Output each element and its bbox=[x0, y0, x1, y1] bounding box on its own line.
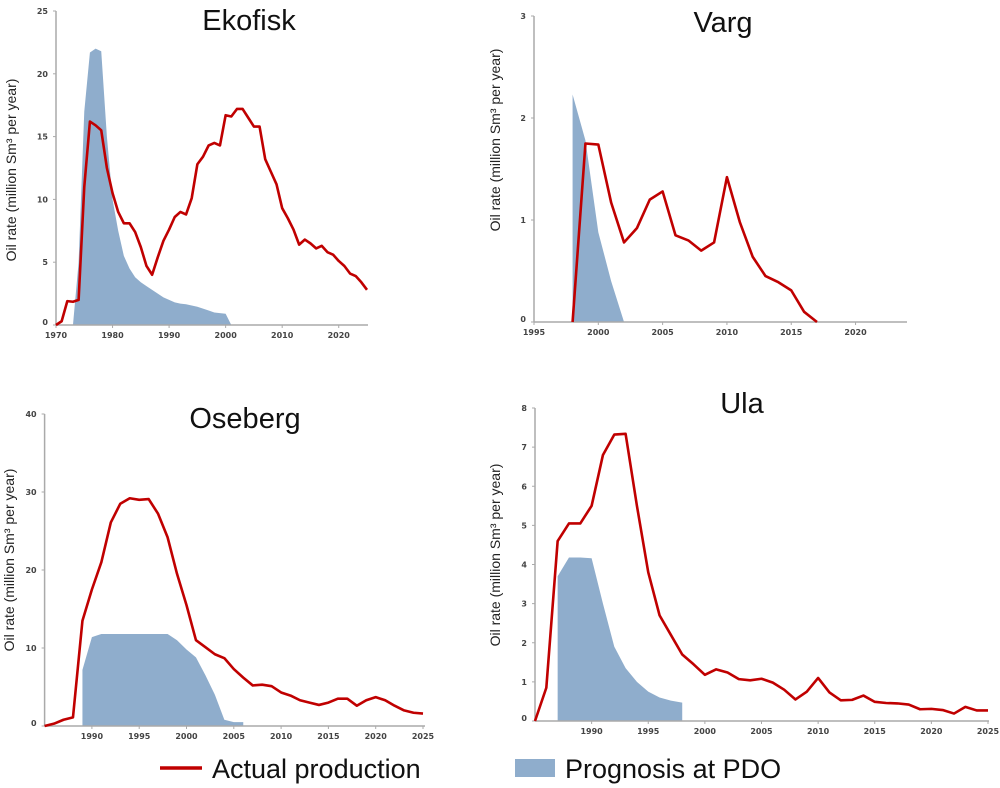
x-tick-label: 2000 bbox=[215, 331, 238, 340]
y-axis-label: Oil rate (million Sm³ per year) bbox=[487, 49, 503, 232]
chart-panel-varg: 0 1 2 3 1995 2000 2005 2010 2015 2020 Varg Oil rate… bbox=[487, 7, 907, 337]
x-tick-label: 2010 bbox=[807, 727, 830, 736]
x-tick-label: 1995 bbox=[523, 328, 546, 337]
y-tick-label: 0 bbox=[42, 318, 48, 327]
y-tick-label: 5 bbox=[521, 521, 527, 530]
x-tick-label: 1990 bbox=[158, 331, 181, 340]
chart-title: Ekofisk bbox=[202, 5, 296, 37]
x-tick-label: 2020 bbox=[920, 727, 943, 736]
y-tick-label: 5 bbox=[42, 258, 48, 267]
prognosis-area bbox=[72, 48, 232, 326]
x-tick-label: 1990 bbox=[81, 732, 104, 741]
x-tick-label: 2005 bbox=[651, 328, 674, 337]
y-tick-label: 20 bbox=[37, 70, 49, 79]
x-tick-label: 1990 bbox=[580, 727, 603, 736]
x-tick-label: 1995 bbox=[637, 727, 660, 736]
x-tick-label: 2025 bbox=[977, 727, 1000, 736]
x-tick-label: 2000 bbox=[175, 732, 198, 741]
y-tick-label: 0 bbox=[520, 315, 526, 324]
y-tick-label: 4 bbox=[521, 561, 527, 570]
actual-production-line bbox=[55, 107, 369, 327]
x-tick-label: 2020 bbox=[365, 732, 388, 741]
y-tick-label: 6 bbox=[521, 482, 527, 491]
chart-panel-ekofisk: 0 5 10 15 20 25 1970 1980 1990 2000 2010 2020 Ekofis… bbox=[3, 5, 369, 340]
x-tick-label: 2020 bbox=[844, 328, 867, 337]
y-tick-label: 2 bbox=[520, 114, 526, 123]
chart-title: Oseberg bbox=[189, 403, 300, 435]
y-tick-label: 2 bbox=[521, 639, 527, 648]
x-tick-label: 2020 bbox=[328, 331, 351, 340]
y-tick-label: 20 bbox=[25, 566, 37, 575]
x-tick-label: 2010 bbox=[716, 328, 739, 337]
x-tick-label: 2010 bbox=[270, 732, 293, 741]
legend: Actual production Prognosis at PDO bbox=[160, 754, 781, 784]
y-tick-label: 3 bbox=[521, 600, 527, 609]
y-tick-label: 40 bbox=[25, 410, 37, 419]
x-tick-label: 2015 bbox=[317, 732, 340, 741]
y-tick-label: 3 bbox=[520, 12, 526, 21]
y-tick-label: 7 bbox=[521, 443, 527, 452]
legend-actual-label: Actual production bbox=[212, 754, 421, 784]
prognosis-area bbox=[557, 557, 683, 721]
x-tick-label: 1970 bbox=[45, 331, 68, 340]
y-tick-label: 10 bbox=[37, 195, 49, 204]
y-tick-label: 30 bbox=[25, 488, 37, 497]
y-tick-label: 1 bbox=[520, 216, 526, 225]
x-tick-label: 1980 bbox=[101, 331, 124, 340]
chart-title: Varg bbox=[693, 7, 752, 39]
y-axis-label: Oil rate (million Sm³ per year) bbox=[3, 79, 19, 262]
prognosis-area bbox=[82, 633, 244, 726]
x-tick-label: 2005 bbox=[750, 727, 773, 736]
x-tick-label: 2000 bbox=[694, 727, 717, 736]
chart-panel-ula: 0 1 2 3 4 5 6 7 8 1990 1995 2000 2005 2010 2015 2020 202… bbox=[487, 388, 1000, 736]
y-tick-label: 8 bbox=[521, 404, 527, 413]
x-tick-label: 2025 bbox=[412, 732, 435, 741]
y-tick-label: 1 bbox=[521, 678, 527, 687]
x-tick-label: 2005 bbox=[223, 732, 246, 741]
x-tick-label: 2000 bbox=[587, 328, 610, 337]
y-axis-label: Oil rate (million Sm³ per year) bbox=[487, 464, 503, 647]
y-tick-label: 15 bbox=[37, 133, 49, 142]
legend-prognosis-label: Prognosis at PDO bbox=[565, 754, 781, 784]
y-tick-label: 10 bbox=[25, 644, 37, 653]
y-tick-label: 0 bbox=[521, 714, 527, 723]
chart-panel-oseberg: 0 10 20 30 40 1990 1995 2000 2005 2010 2015 2020 202… bbox=[1, 403, 435, 741]
y-tick-label: 25 bbox=[37, 7, 49, 16]
x-tick-label: 1995 bbox=[128, 732, 151, 741]
x-tick-label: 2015 bbox=[864, 727, 887, 736]
y-tick-label: 0 bbox=[31, 719, 37, 728]
actual-production-line bbox=[571, 142, 818, 324]
chart-title: Ula bbox=[720, 388, 764, 420]
legend-prognosis-swatch bbox=[515, 759, 555, 777]
x-tick-label: 2015 bbox=[780, 328, 803, 337]
x-tick-label: 2010 bbox=[271, 331, 294, 340]
y-axis-label: Oil rate (million Sm³ per year) bbox=[1, 469, 17, 652]
